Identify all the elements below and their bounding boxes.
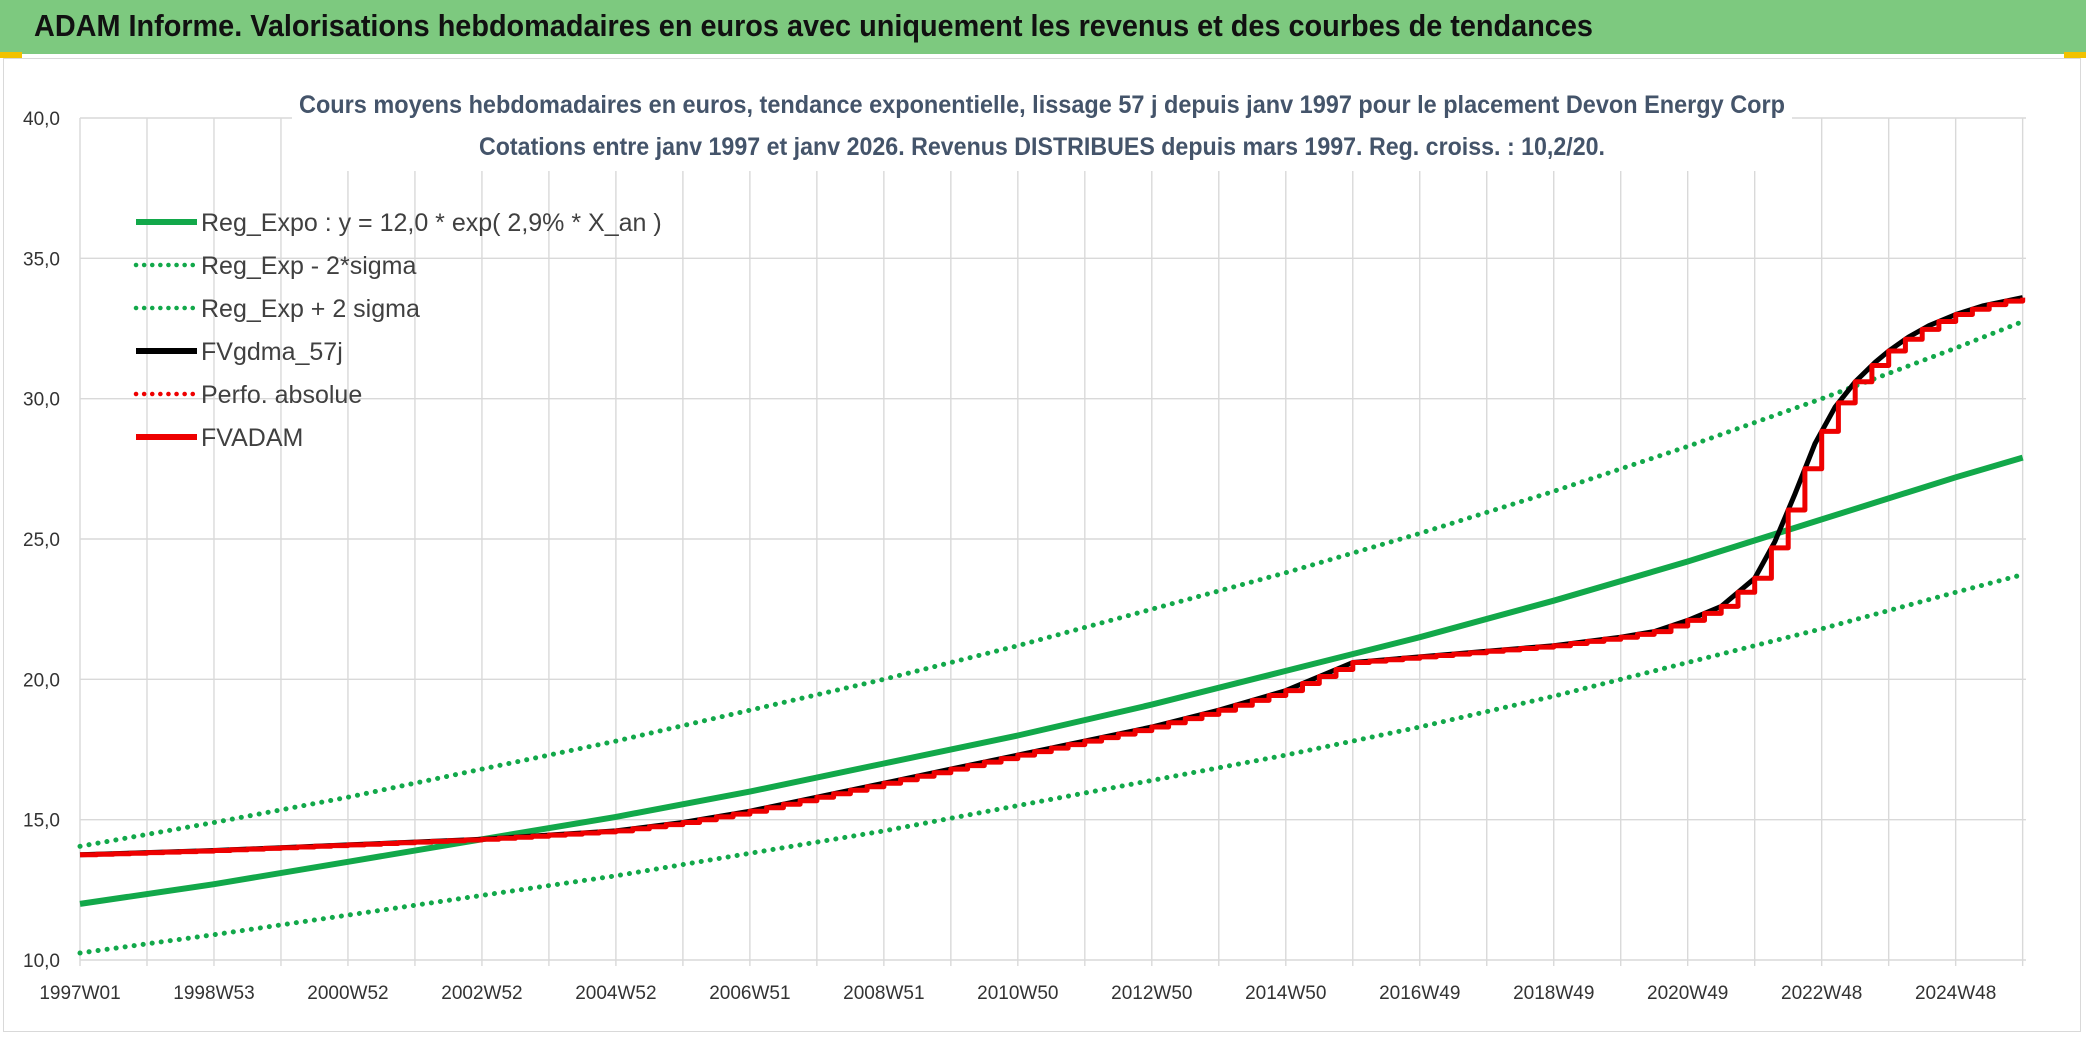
x-tick-label: 2018W49 [1513,983,1594,1004]
y-axis-tick-labels: 10,0 15,0 20,0 25,0 30,0 35,0 40,0 [23,109,60,972]
corner-marker-left [0,52,22,58]
x-tick-label: 2002W52 [441,983,522,1004]
fvgdma-series [79,295,2024,858]
chart-title: Cours moyens hebdomadaires en euros, ten… [299,91,1785,119]
x-tick-label: 2012W50 [1111,983,1192,1004]
report-title: ADAM Informe. Valorisations hebdomadaire… [34,8,1593,43]
x-axis-tick-labels: 1997W01 1998W53 2000W52 2002W52 2004W52 2006W… [39,983,1996,1004]
x-tick-label: 2000W52 [307,983,388,1004]
x-tick-label: 2010W50 [977,983,1058,1004]
y-tick-label: 10,0 [23,951,60,972]
fvadam-series [80,297,2026,858]
legend-label-fvgdma-series: FVgdma_57j [201,338,343,366]
title-background [292,85,1792,171]
report-banner: ADAM Informe. Valorisations hebdomadaire… [0,0,2086,54]
x-tick-label: 2016W49 [1379,983,1460,1004]
legend-label-trend-series: Reg_Expo : y = 12,0 * exp( 2,9% * X_an ) [201,209,662,237]
x-tick-label: 2022W48 [1781,983,1862,1004]
x-tick-label: 1998W53 [173,983,254,1004]
x-tick-label: 2008W51 [843,983,924,1004]
chart-frame [3,58,2081,1032]
trend-series [79,454,2024,907]
x-tick-label: 2024W48 [1915,983,1996,1004]
corner-marker-right [2064,52,2086,58]
y-tick-label: 15,0 [23,811,60,832]
series-layer [77,295,2026,956]
upper-band-series [77,320,2022,849]
y-tick-label: 20,0 [23,670,60,691]
legend-label-fvadam-series: FVADAM [201,424,303,452]
legend-label-upper-band-series: Reg_Exp + 2 sigma [201,295,420,323]
y-tick-label: 30,0 [23,390,60,411]
x-tick-label: 2006W51 [709,983,790,1004]
y-tick-label: 35,0 [23,249,60,270]
legend-label-perfo-absolue-series: Perfo. absolue [201,381,362,409]
chart-subtitle: Cotations entre janv 1997 et janv 2026. … [479,133,1605,161]
horizontal-gridlines [80,117,2026,961]
y-tick-label: 40,0 [23,109,60,130]
vertical-gridlines [79,118,2024,966]
x-tick-label: 1997W01 [39,983,120,1004]
legend: Reg_Expo : y = 12,0 * exp( 2,9% * X_an )… [133,209,662,452]
x-tick-label: 2020W49 [1647,983,1728,1004]
legend-label-lower-band-series: Reg_Exp - 2*sigma [201,252,416,280]
lower-band-series [77,573,2022,956]
x-tick-label: 2004W52 [575,983,656,1004]
y-tick-label: 25,0 [23,530,60,551]
x-tick-label: 2014W50 [1245,983,1326,1004]
